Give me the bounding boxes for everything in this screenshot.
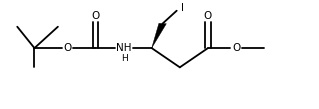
Text: O: O xyxy=(232,43,240,53)
Text: I: I xyxy=(182,3,184,13)
Text: O: O xyxy=(91,10,100,20)
Text: O: O xyxy=(204,10,212,20)
Text: NH: NH xyxy=(116,43,131,53)
Text: H: H xyxy=(122,54,128,63)
Text: O: O xyxy=(63,43,71,53)
Polygon shape xyxy=(152,23,166,48)
